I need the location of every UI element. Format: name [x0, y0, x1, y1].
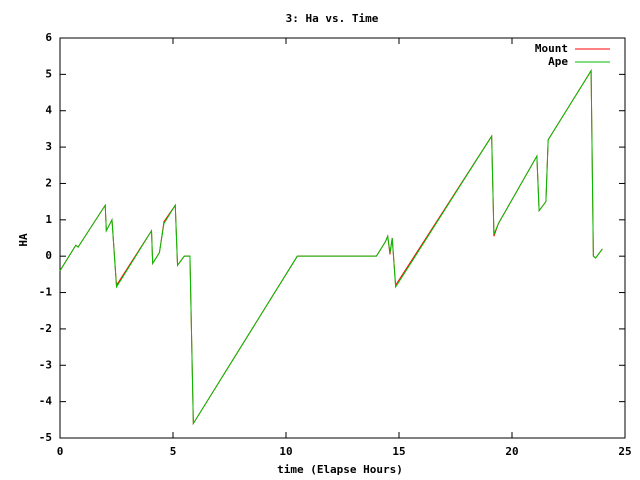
plot-border [59, 37, 626, 439]
data-line [59, 69, 603, 426]
chart-title: 3: Ha vs. Time [286, 12, 379, 25]
y-tick-label: 2 [45, 176, 52, 189]
y-tick-label: 0 [45, 249, 52, 262]
x-tick-label: 15 [392, 445, 405, 458]
y-tick-label: 3 [45, 140, 52, 153]
y-tick-label: 5 [45, 67, 52, 80]
y-tick-label: -2 [39, 322, 52, 335]
x-tick-label: 20 [505, 445, 518, 458]
y-tick-label: -3 [39, 358, 52, 371]
x-tick-label: 5 [170, 445, 177, 458]
legend-label: Mount [535, 42, 568, 55]
y-tick-label: -5 [39, 431, 52, 444]
y-tick-label: -1 [39, 286, 53, 299]
y-tick-label: 4 [45, 104, 52, 117]
y-axis-label: HA [17, 233, 30, 247]
y-tick-label: 1 [45, 213, 52, 226]
x-tick-label: 10 [279, 445, 292, 458]
x-tick-label: 25 [618, 445, 631, 458]
y-tick-label: 6 [45, 31, 52, 44]
x-axis-label: time (Elapse Hours) [277, 463, 403, 476]
y-tick-label: -4 [39, 395, 53, 408]
legend-label: Ape [548, 55, 568, 68]
x-tick-label: 0 [57, 445, 64, 458]
